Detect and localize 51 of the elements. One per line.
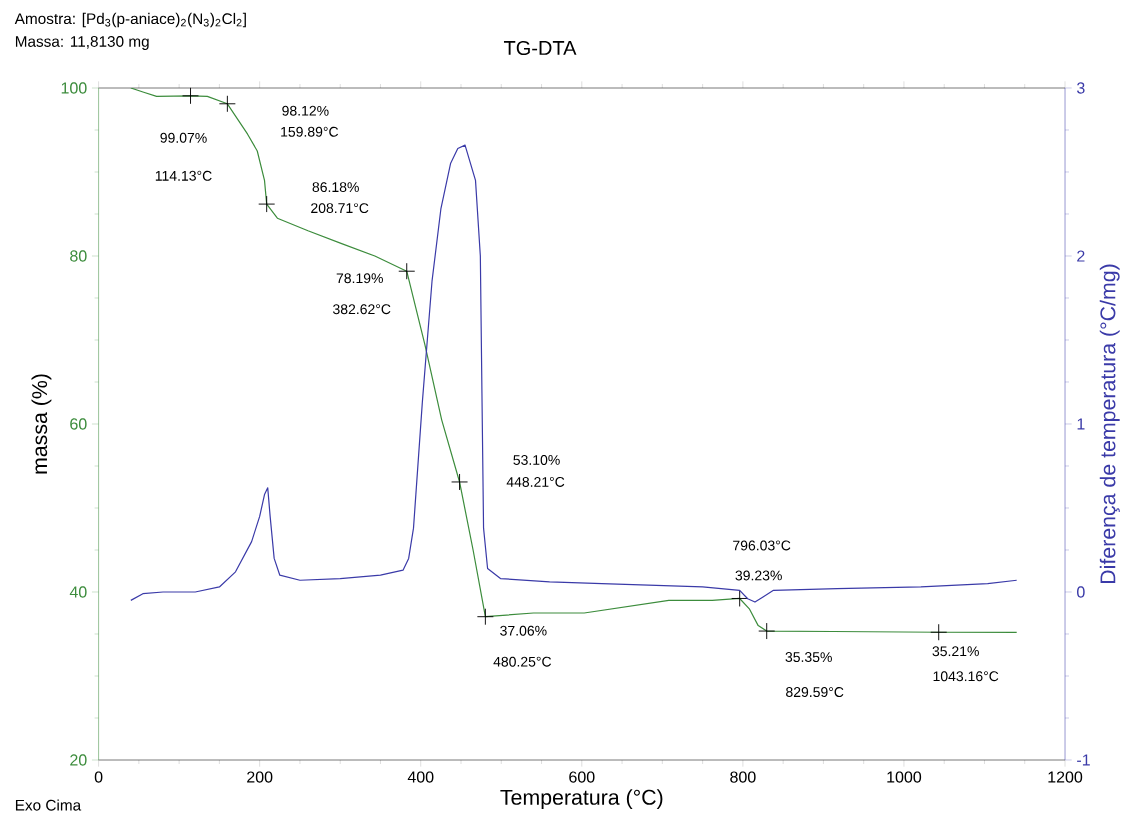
annotation: 796.03°C bbox=[733, 540, 791, 551]
x-axis-title: Temperatura (°C) bbox=[500, 789, 663, 810]
annotation: 35.21% bbox=[932, 646, 979, 657]
annotation: 208.71°C bbox=[311, 203, 369, 214]
point bbox=[476, 608, 494, 626]
x-tick-label: 400 bbox=[407, 771, 434, 783]
x-tick-label: 200 bbox=[247, 771, 273, 783]
text: Massa: 11,8130 mg bbox=[15, 36, 149, 50]
point bbox=[930, 623, 948, 641]
annotation: 78.19% bbox=[336, 273, 383, 284]
y2-tick-label: -1 bbox=[1077, 754, 1090, 766]
annotation: 382.62°C bbox=[333, 304, 391, 315]
point bbox=[451, 473, 469, 491]
annotation: 39.23% bbox=[735, 570, 782, 581]
annotation: 1043.16°C bbox=[933, 671, 999, 682]
annotation: 829.59°C bbox=[786, 687, 844, 698]
annotation: 448.21°C bbox=[506, 477, 565, 487]
point bbox=[398, 262, 416, 280]
point bbox=[258, 195, 276, 213]
annotation: 37.06% bbox=[500, 625, 547, 636]
y2-tick-label: 0 bbox=[1077, 586, 1085, 598]
y2-axis-title: Diferença de temperatura (°C/mg) bbox=[1099, 264, 1120, 584]
annotation: 480.25°C bbox=[493, 656, 552, 667]
annotation: 35.35% bbox=[785, 652, 832, 663]
x-tick-label: 800 bbox=[730, 771, 756, 783]
text: Exo Cima bbox=[15, 799, 82, 811]
x-tick-label: 1000 bbox=[887, 771, 922, 783]
y-tick-label: 40 bbox=[69, 586, 87, 598]
annotation: 114.13°C bbox=[155, 170, 212, 181]
y2-tick-label: 2 bbox=[1077, 250, 1085, 262]
annotation: 98.12% bbox=[282, 105, 329, 116]
line-series bbox=[130, 144, 1018, 603]
y2-tick-label: 3 bbox=[1077, 82, 1085, 94]
point bbox=[758, 622, 776, 640]
y2-tick-label: 1 bbox=[1077, 418, 1085, 430]
point bbox=[218, 95, 236, 113]
annotation: 159.89°C bbox=[281, 126, 339, 137]
chart-title: TG-DTA bbox=[503, 40, 577, 56]
point bbox=[182, 87, 199, 105]
y-tick-label: 20 bbox=[70, 754, 87, 766]
y-axis-title: massa (%) bbox=[31, 374, 52, 474]
annotation: 53.10% bbox=[513, 455, 560, 465]
annotation: 86.18% bbox=[312, 182, 359, 193]
x-tick-label: 1200 bbox=[1048, 771, 1083, 783]
x-tick-label: 0 bbox=[94, 771, 103, 783]
y-tick-label: 100 bbox=[61, 82, 87, 94]
x-tick-label: 600 bbox=[569, 771, 595, 783]
annotation: 99.07% bbox=[160, 132, 207, 143]
text: Amostra: [Pd$_{3}$(p-aniace)$_{2}$(N$_{3}$)$_{2}$Cl$_{2}$] bbox=[14, 12, 246, 28]
y-tick-label: 60 bbox=[70, 418, 87, 430]
y-tick-label: 80 bbox=[70, 250, 87, 262]
